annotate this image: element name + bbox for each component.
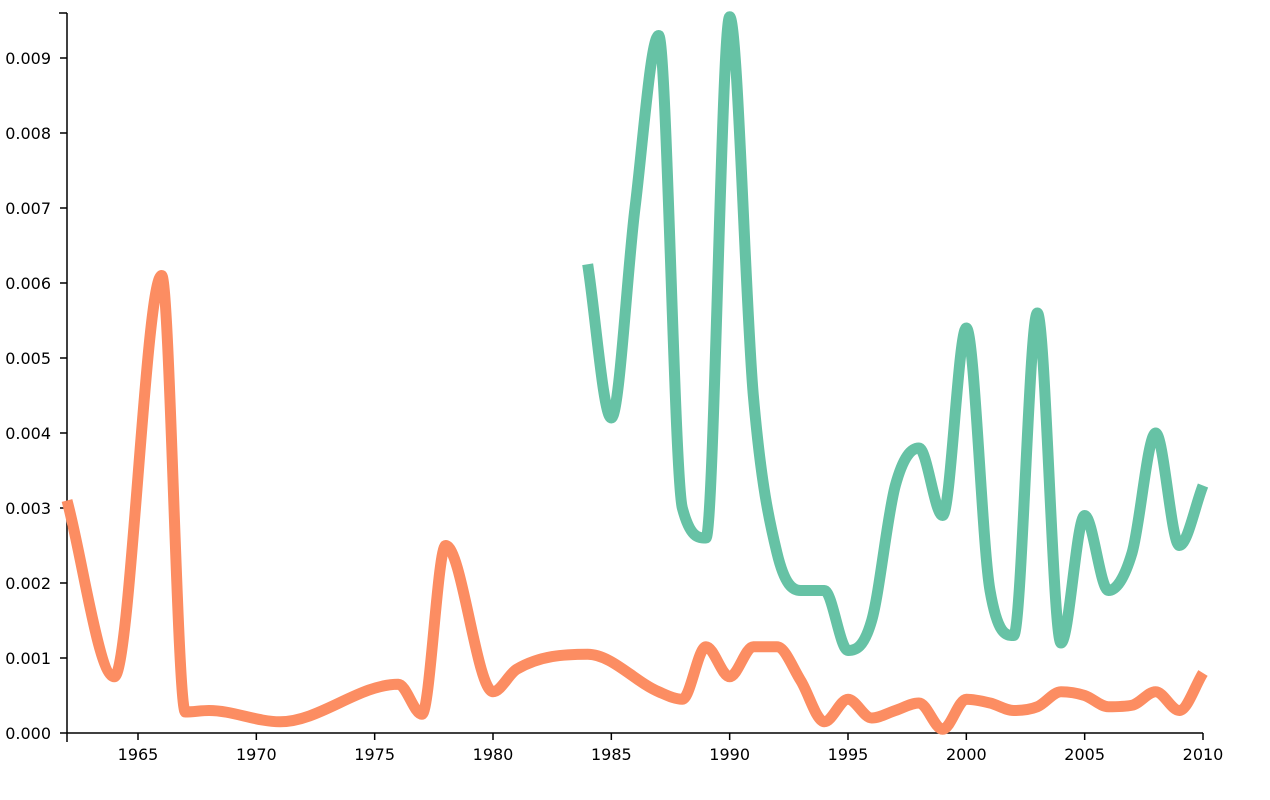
x-tick-label: 2010 [1183,745,1224,764]
x-tick-label: 1965 [118,745,159,764]
y-tick-label: 0.001 [5,649,51,668]
x-tick-label: 1985 [591,745,632,764]
x-tick-label: 1980 [473,745,514,764]
series-line-1 [61,270,1208,735]
x-tick-label: 1990 [709,745,750,764]
y-tick-label: 0.009 [5,49,51,68]
x-tick-label: 2005 [1064,745,1105,764]
y-tick-label: 0.005 [5,349,51,368]
y-tick-label: 0.007 [5,199,51,218]
y-tick-label: 0.002 [5,574,51,593]
x-tick-label: 1995 [828,745,869,764]
x-axis: 1965 1970 1975 1980 1985 1990 1995 2000 2005 2010 [66,732,1224,764]
y-tick-label: 0.000 [5,724,51,743]
y-tick-label: 0.008 [5,124,51,143]
series-line-2 [582,11,1209,656]
y-tick-label: 0.003 [5,499,51,518]
x-tick-label: 1975 [354,745,395,764]
series-layer [61,11,1209,735]
x-tick-label: 2000 [946,745,987,764]
y-tick-label: 0.006 [5,274,51,293]
y-tick-label: 0.004 [5,424,51,443]
x-tick-label: 1970 [236,745,277,764]
y-axis: 0.000 0.001 0.002 0.003 0.004 0.005 0.006 0.007… [5,12,68,743]
